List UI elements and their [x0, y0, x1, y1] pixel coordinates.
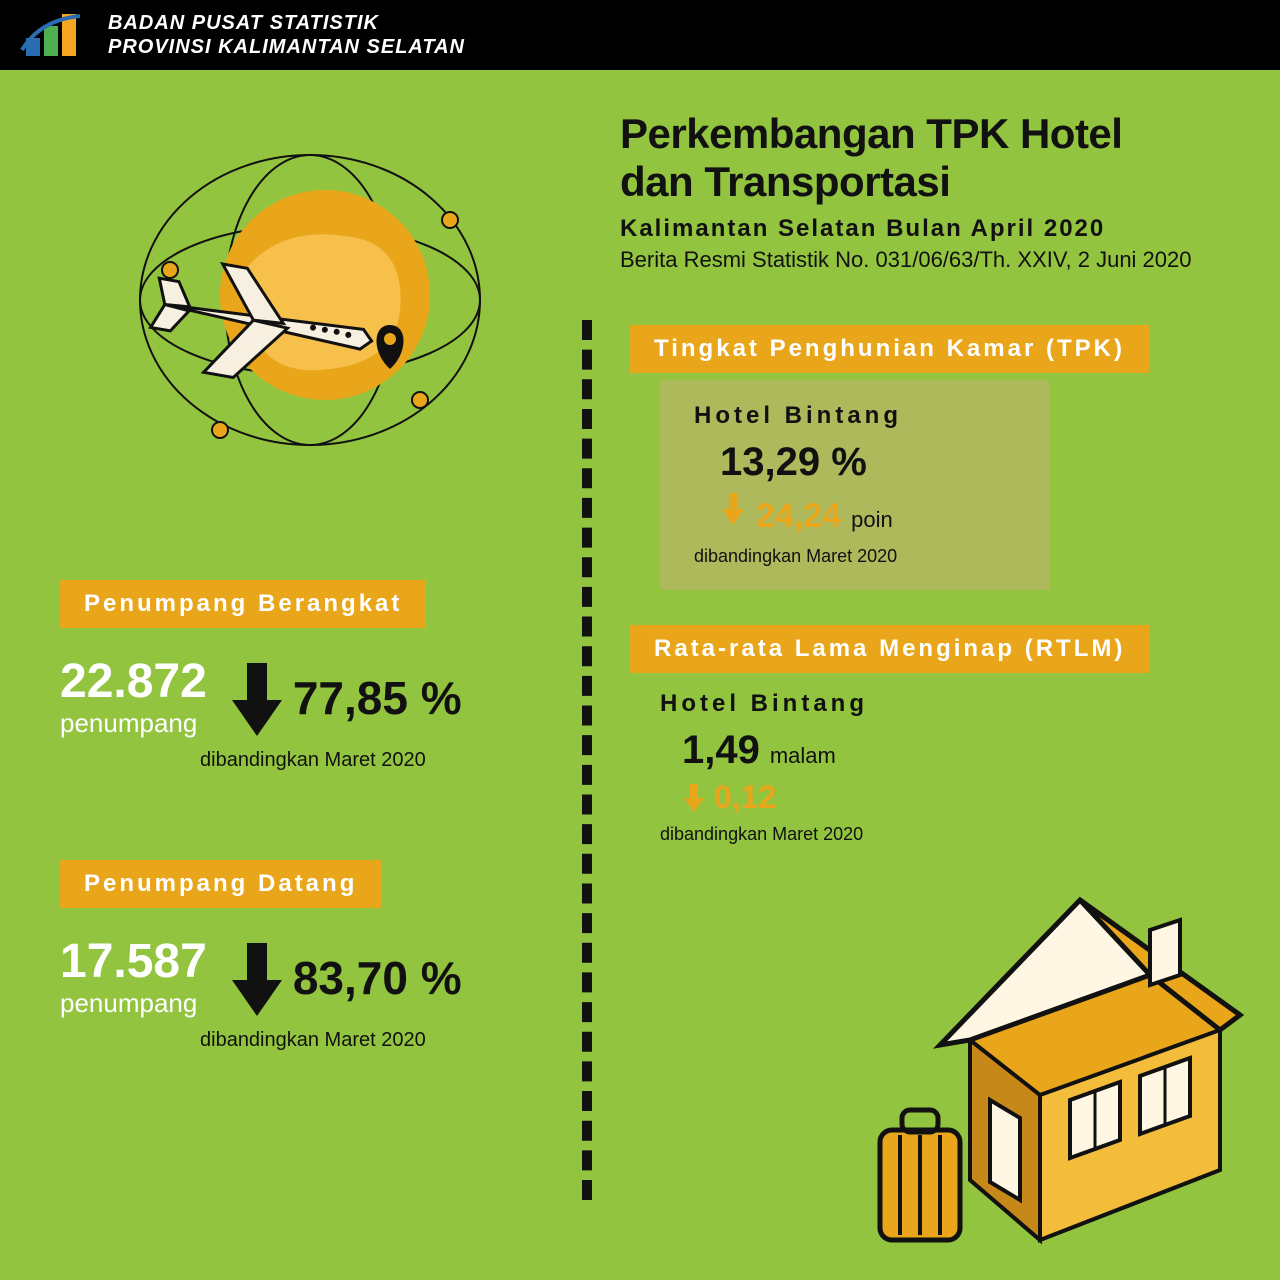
rtlm-change-value: 0,12 — [714, 779, 776, 816]
arrow-down-icon — [227, 658, 287, 738]
arrow-down-icon — [227, 938, 287, 1018]
berangkat-value: 22.872 — [60, 658, 207, 706]
header-bar: BADAN PUSAT STATISTIK PROVINSI KALIMANTA… — [0, 0, 1280, 70]
tpk-hotel-label: Hotel Bintang — [694, 402, 1016, 430]
rtlm-unit: malam — [770, 743, 836, 769]
title-block: Perkembangan TPK Hotel dan Transportasi … — [620, 110, 1240, 273]
globe-plane-illustration — [110, 100, 510, 500]
subtitle-region: Kalimantan Selatan Bulan April 2020 — [620, 215, 1240, 243]
datang-compare: dibandingkan Maret 2020 — [200, 1029, 462, 1052]
rtlm-hotel-label: Hotel Bintang — [660, 690, 1020, 718]
section-berangkat: Penumpang Berangkat 22.872 penumpang 77,… — [60, 580, 462, 772]
tpk-value: 13,29 % — [720, 440, 1016, 485]
house-luggage-illustration — [820, 840, 1250, 1250]
berangkat-unit: penumpang — [60, 708, 207, 739]
rtlm-label: Rata-rata Lama Menginap (RTLM) — [630, 625, 1149, 673]
berangkat-change: 77,85 % — [293, 671, 462, 725]
subtitle-docno: Berita Resmi Statistik No. 031/06/63/Th.… — [620, 247, 1240, 273]
tpk-change-value: 24,24 — [756, 497, 841, 536]
header-title: BADAN PUSAT STATISTIK PROVINSI KALIMANTA… — [108, 11, 465, 59]
tpk-label: Tingkat Penghunian Kamar (TPK) — [630, 325, 1149, 373]
section-rtlm: Rata-rata Lama Menginap (RTLM) — [630, 625, 1149, 673]
arrow-down-icon — [682, 782, 706, 814]
tpk-change-unit: poin — [851, 507, 893, 533]
berangkat-compare: dibandingkan Maret 2020 — [200, 749, 462, 772]
vertical-divider — [582, 320, 592, 1200]
arrow-down-icon — [720, 491, 746, 527]
section-tpk: Tingkat Penghunian Kamar (TPK) — [630, 325, 1149, 373]
tpk-card: Hotel Bintang 13,29 % 24,24 poin dibandi… — [660, 380, 1050, 590]
datang-label: Penumpang Datang — [60, 860, 381, 908]
bps-logo — [20, 10, 90, 60]
tpk-compare: dibandingkan Maret 2020 — [694, 546, 1016, 567]
datang-unit: penumpang — [60, 988, 207, 1019]
rtlm-block: Hotel Bintang 1,49 malam 0,12 dibandingk… — [660, 690, 1020, 845]
berangkat-label: Penumpang Berangkat — [60, 580, 426, 628]
header-line2: PROVINSI KALIMANTAN SELATAN — [108, 35, 465, 59]
title-line2: dan Transportasi — [620, 158, 950, 205]
header-line1: BADAN PUSAT STATISTIK — [108, 11, 465, 35]
datang-value: 17.587 — [60, 938, 207, 986]
section-datang: Penumpang Datang 17.587 penumpang 83,70 … — [60, 860, 462, 1052]
datang-change: 83,70 % — [293, 951, 462, 1005]
title-line1: Perkembangan TPK Hotel — [620, 110, 1122, 157]
rtlm-value: 1,49 — [682, 728, 760, 773]
main-title: Perkembangan TPK Hotel dan Transportasi — [620, 110, 1240, 207]
